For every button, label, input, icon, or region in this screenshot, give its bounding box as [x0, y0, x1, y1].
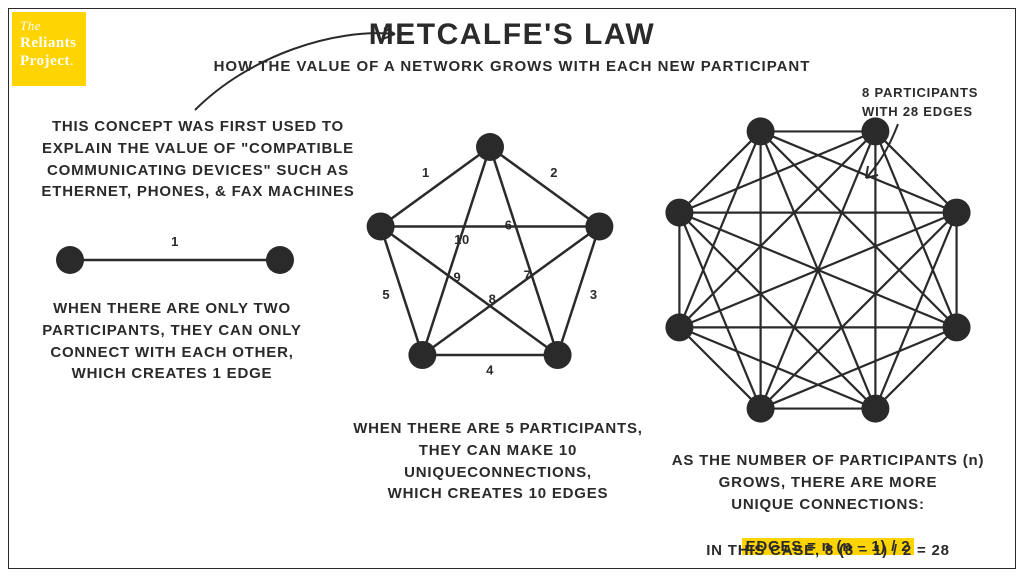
diagram-8-example: IN THIS CASE, 8 (8 – 1) / 2 = 28: [658, 540, 998, 562]
diagram-8-caption: AS THE NUMBER OF PARTICIPANTS (n) GROWS,…: [658, 450, 998, 515]
